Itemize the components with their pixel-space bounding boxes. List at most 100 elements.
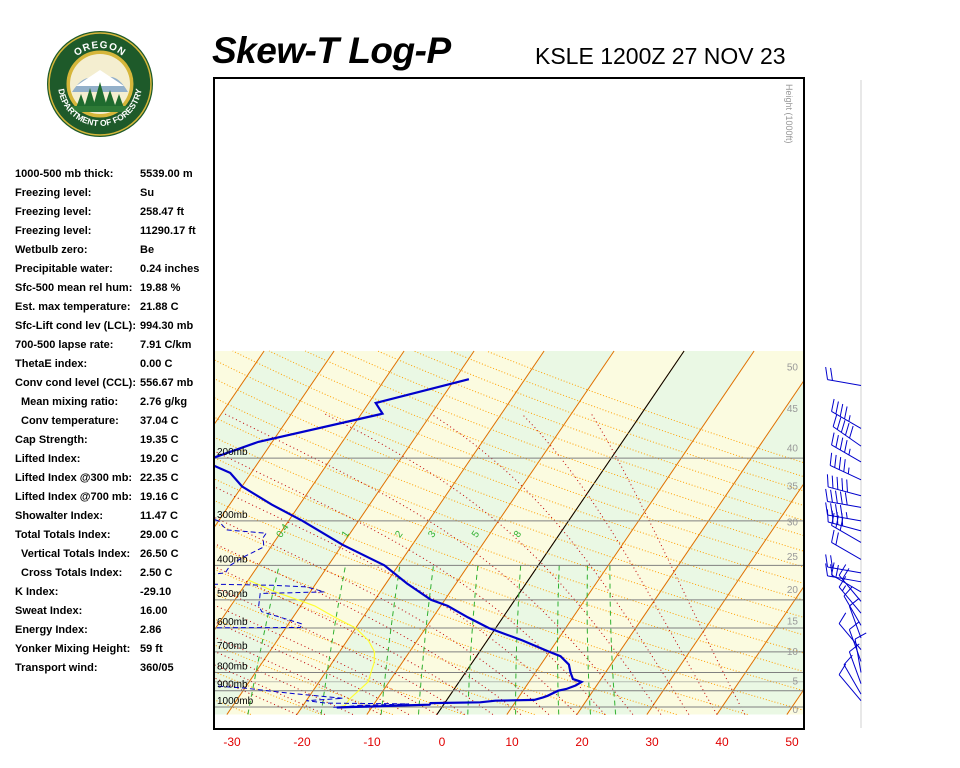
index-label: Vertical Totals Index: [21, 548, 131, 560]
wind-barb [825, 367, 862, 386]
index-value: Be [140, 244, 155, 256]
wind-barb-feather [844, 492, 848, 506]
index-label: Est. max temperature: [15, 301, 131, 313]
wind-barb-feather [826, 474, 829, 487]
wind-barb-staff [831, 444, 862, 463]
mixing-ratio-line [247, 565, 280, 715]
dry-adiabat [214, 568, 606, 715]
index-value: 11.47 C [140, 510, 178, 522]
wind-barb-feather [849, 621, 860, 630]
plot-frame [213, 77, 805, 730]
index-row: Conv cond level (CCL): 556.67 mb [15, 377, 215, 396]
index-row: Vertical Totals Index: 26.50 C [15, 548, 215, 567]
wind-barb-feather [839, 403, 844, 417]
mixing-ratio-line [418, 565, 434, 715]
isotherm-line [226, 350, 475, 715]
wind-barb-feather [831, 432, 835, 446]
index-value: 7.91 C/km [140, 339, 192, 351]
wind-barb-feather [843, 654, 853, 665]
wind-barb-feather [839, 437, 844, 451]
wind-barb-feather [854, 632, 867, 640]
wind-barb-feather [841, 568, 850, 580]
temperature-band [857, 351, 960, 715]
dry-adiabat [214, 545, 677, 715]
wind-barb-staff [854, 638, 862, 673]
wind-barb-feather [838, 564, 847, 576]
index-label: Freezing level: [15, 225, 92, 237]
indices-panel: 1000-500 mb thick: 5539.00 m Freezing leve… [15, 168, 215, 681]
mixing-ratio-line [515, 565, 522, 715]
isotherm-line [214, 350, 265, 426]
index-row: Sfc-500 mean rel hum: 19.88 % [15, 282, 215, 301]
index-value: 29.00 C [140, 529, 179, 541]
temperature-band [296, 351, 615, 715]
wind-barb [838, 663, 862, 702]
index-row: Showalter Index: 11.47 C [15, 510, 215, 529]
wind-barb [838, 576, 862, 614]
index-row: Lifted Index @300 mb: 22.35 C [15, 472, 215, 491]
wind-barb-feather [844, 406, 848, 420]
mixing-ratio-line [380, 565, 401, 715]
wind-barb-feather [841, 478, 844, 491]
height-tick-label: 10 [787, 647, 799, 658]
wind-barb [831, 562, 862, 593]
wind-barb-feather [849, 425, 854, 439]
wind-barb [843, 586, 862, 626]
wind-barb-feather [831, 529, 835, 543]
pressure-label: 800mb [217, 662, 248, 673]
index-row: Energy Index: 2.86 [15, 624, 215, 643]
wind-barb-staff [828, 486, 862, 497]
wind-barb-feather [844, 439, 848, 453]
index-label: Lifted Index @700 mb: [15, 491, 133, 503]
index-label: Wetbulb zero: [15, 244, 88, 256]
wind-barb-feather [836, 417, 842, 430]
index-value: 2.76 g/kg [140, 396, 188, 408]
index-row: Yonker Mixing Height: 59 ft [15, 643, 215, 662]
wind-barb [848, 621, 862, 662]
index-value: -29.10 [140, 586, 172, 598]
index-row: Freezing level: 11290.17 ft [15, 225, 215, 244]
index-label: Sfc-Lift cond lev (LCL): [15, 320, 136, 332]
index-value: 22.35 C [140, 472, 179, 484]
wind-barb-half-feather [848, 415, 851, 422]
mixing-ratio-label: 8 [512, 529, 524, 540]
index-row: Cap Strength: 19.35 C [15, 434, 215, 453]
index-label: Freezing level: [15, 187, 92, 199]
wind-barb-staff [848, 629, 862, 662]
index-label: Cap Strength: [15, 434, 88, 446]
isotherm-line [0, 351, 124, 715]
height-tick-label: 15 [787, 617, 799, 628]
wind-barb-feather [836, 476, 839, 490]
isotherm-line [576, 379, 804, 715]
temperature-band [214, 351, 265, 425]
parcel-path-line [248, 579, 376, 709]
index-value: 21.88 C [140, 301, 179, 313]
index-label: Yonker Mixing Height: [15, 643, 131, 655]
mixing-ratio-label: 5 [470, 529, 482, 540]
index-label: ThetaE index: [15, 358, 88, 370]
pressure-label: 700mb [217, 641, 248, 652]
height-tick-label: 20 [787, 585, 799, 596]
dry-adiabat [214, 644, 393, 715]
pressure-label: 1000mb [217, 696, 254, 707]
dry-adiabat [214, 478, 804, 692]
wind-barb-staff [832, 426, 862, 447]
index-row: Cross Totals Index: 2.50 C [15, 567, 215, 586]
isotherm-line [786, 688, 804, 715]
height-tick-label: 5 [792, 677, 798, 688]
pressure-label: 200mb [217, 447, 248, 458]
oregon-forestry-logo: OREGON DEPARTMENT OF FORESTRY [46, 30, 154, 138]
mixing-ratio-label: 2 [393, 529, 405, 540]
pressure-label: 300mb [217, 510, 248, 521]
wind-barb-feather [825, 367, 829, 380]
temperature-band [786, 689, 804, 715]
index-row: Freezing level: Su [15, 187, 215, 206]
dry-adiabat [214, 522, 748, 715]
wind-barb-feather [829, 452, 833, 466]
index-value: 19.35 C [140, 434, 179, 446]
wind-barb [843, 654, 862, 695]
wind-barb-staff [838, 586, 862, 614]
wind-barb-staff [828, 521, 862, 532]
index-row: K Index: -29.10 [15, 586, 215, 605]
index-row: ThetaE index: 0.00 C [15, 358, 215, 377]
